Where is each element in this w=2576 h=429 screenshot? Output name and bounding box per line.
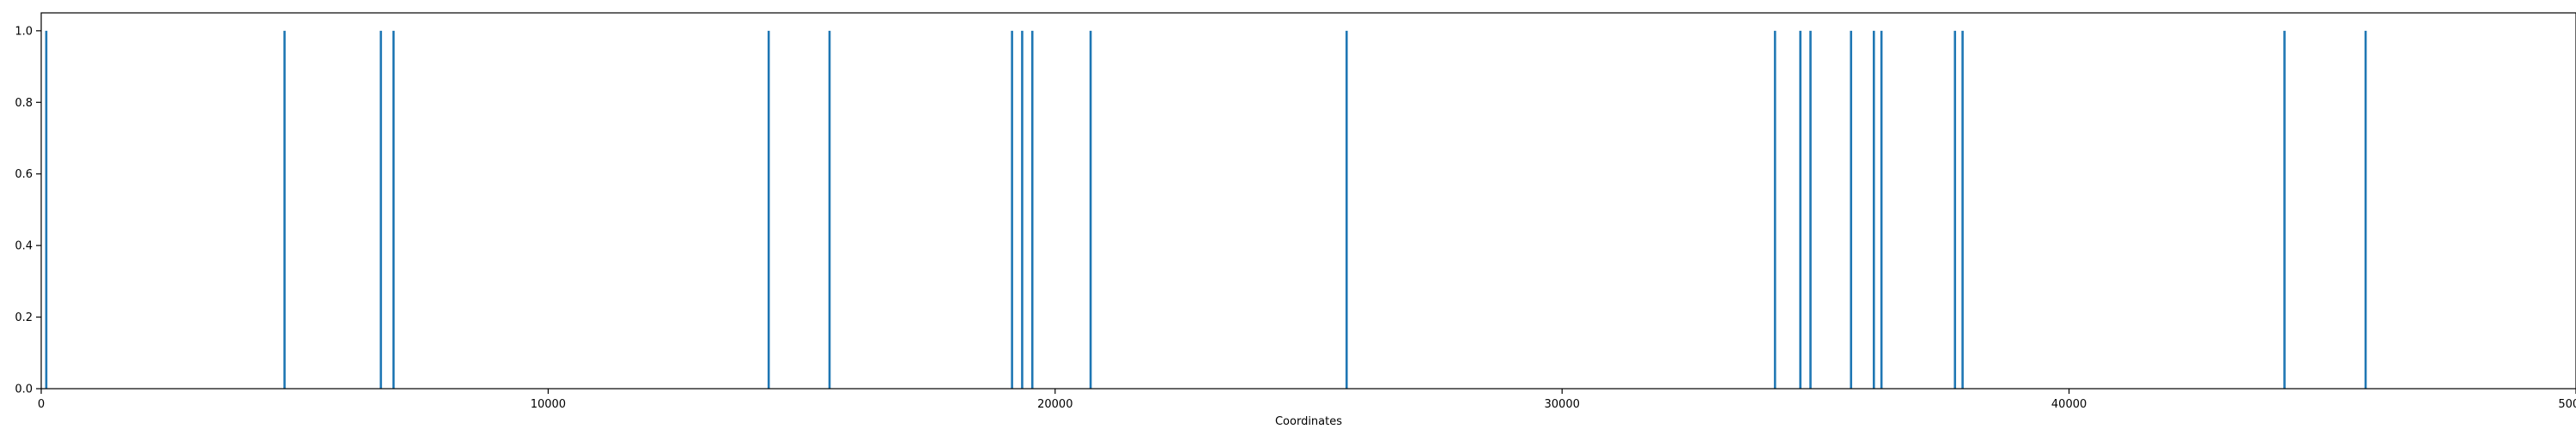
x-tick-label: 50000 xyxy=(2558,398,2576,411)
x-axis-label: Coordinates xyxy=(1275,415,1342,428)
y-tick-label: 0.2 xyxy=(15,311,33,324)
x-tick-label: 30000 xyxy=(1545,398,1580,411)
y-tick-label: 0.6 xyxy=(15,168,33,181)
x-axis-ticks: 0 10000 20000 30000 40000 50000 xyxy=(38,389,2576,411)
x-tick-label: 10000 xyxy=(531,398,566,411)
x-tick-label: 40000 xyxy=(2051,398,2087,411)
bars xyxy=(45,30,2367,389)
plot-frame xyxy=(40,12,2576,390)
x-tick-label: 0 xyxy=(38,398,45,411)
y-tick-label: 1.0 xyxy=(15,25,33,38)
y-tick-label: 0.4 xyxy=(15,240,33,253)
y-tick-label: 0.0 xyxy=(15,384,33,396)
x-tick-label: 20000 xyxy=(1037,398,1072,411)
y-axis-ticks: 0.0 0.2 0.4 0.6 0.8 1.0 xyxy=(15,25,41,396)
y-tick-label: 0.8 xyxy=(15,97,33,110)
